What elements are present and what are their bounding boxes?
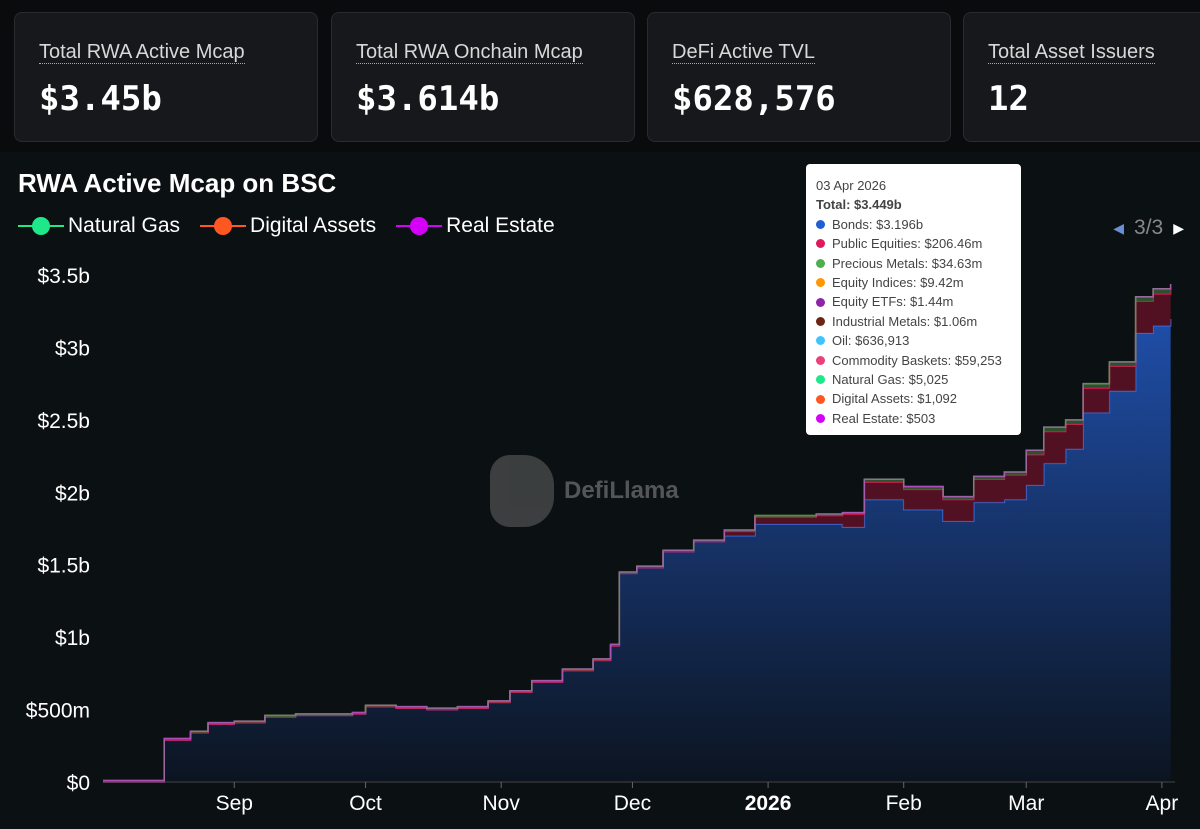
stat-card-onchain-mcap: Total RWA Onchain Mcap $3.614b	[331, 12, 635, 142]
x-tick-label: Feb	[886, 792, 922, 815]
tooltip-item: Precious Metals: $34.63m	[816, 254, 1011, 273]
y-tick-label: $2.5b	[37, 410, 90, 433]
stat-value: 12	[988, 79, 1029, 119]
tooltip-item: Digital Assets: $1,092	[816, 389, 1011, 408]
tooltip-item-text: Digital Assets: $1,092	[832, 391, 958, 407]
legend-item-real-estate[interactable]: Real Estate	[396, 214, 555, 238]
x-tick-label: Apr	[1146, 792, 1179, 815]
legend-label: Real Estate	[446, 214, 555, 237]
x-tick-label: Nov	[482, 792, 520, 815]
tooltip-item: Bonds: $3.196b	[816, 215, 1011, 234]
x-tick-label: Dec	[614, 792, 651, 815]
tooltip-item-text: Bonds: $3.196b	[832, 216, 924, 232]
tooltip-item: Equity ETFs: $1.44m	[816, 292, 1011, 311]
tooltip-item: Public Equities: $206.46m	[816, 234, 1011, 253]
tooltip-item-text: Equity Indices: $9.42m	[832, 275, 964, 291]
tooltip-item-text: Natural Gas: $5,025	[832, 372, 949, 388]
tooltip-item-text: Commodity Baskets: $59,253	[832, 352, 1002, 368]
stat-card-asset-issuers: Total Asset Issuers 12	[963, 12, 1200, 142]
llama-logo-icon	[490, 455, 554, 527]
series-dot-icon	[816, 355, 825, 365]
tooltip-item-text: Oil: $636,913	[832, 333, 910, 349]
series-dot-icon	[816, 394, 825, 404]
tooltip-item-text: Public Equities: $206.46m	[832, 236, 983, 252]
page-indicator: 3/3	[1134, 216, 1164, 239]
stat-card-active-mcap: Total RWA Active Mcap $3.45b	[14, 12, 318, 142]
tooltip-item: Equity Indices: $9.42m	[816, 273, 1011, 292]
y-tick-label: $1.5b	[37, 555, 90, 578]
series-dot-icon	[816, 258, 825, 268]
legend-item-natural-gas[interactable]: Natural Gas	[18, 214, 180, 238]
legend-label: Natural Gas	[68, 214, 181, 237]
tooltip-item: Industrial Metals: $1.06m	[816, 312, 1011, 331]
tooltip-date: 03 Apr 2026	[816, 178, 887, 193]
y-tick-label: $3.5b	[37, 265, 90, 288]
y-tick-label: $500m	[26, 700, 90, 723]
next-page-icon[interactable]: ▶	[1173, 219, 1184, 236]
watermark-text: DefiLlama	[564, 477, 679, 504]
series-dot-icon	[816, 297, 825, 307]
tooltip-item: Commodity Baskets: $59,253	[816, 351, 1011, 370]
tooltip-item-text: Precious Metals: $34.63m	[832, 255, 983, 271]
y-tick-label: $0	[67, 772, 90, 795]
stat-label[interactable]: DeFi Active TVL	[672, 41, 816, 64]
x-tick-label: 2026	[745, 792, 792, 815]
series-dot-icon	[816, 336, 825, 346]
legend-pager: ◀ 3/3 ▶	[1113, 216, 1184, 240]
defillama-watermark: DefiLlama	[490, 455, 679, 527]
stat-value: $628,576	[672, 79, 836, 119]
area-bonds	[103, 319, 1171, 782]
chart-title: RWA Active Mcap on BSC	[18, 168, 337, 198]
line-real-estate	[103, 284, 1172, 782]
stat-label[interactable]: Total RWA Active Mcap	[39, 41, 245, 64]
series-dot-icon	[816, 278, 825, 288]
stat-value: $3.45b	[39, 79, 162, 119]
x-tick-label: Mar	[1008, 792, 1044, 815]
series-dot-icon	[816, 414, 825, 424]
legend-label: Digital Assets	[250, 214, 377, 237]
legend-item-digital-assets[interactable]: Digital Assets	[200, 214, 376, 238]
tooltip-item-text: Real Estate: $503	[832, 410, 936, 426]
x-tick-label: Sep	[216, 792, 253, 815]
chart-tooltip: 03 Apr 2026 Total: $3.449b Bonds: $3.196…	[806, 164, 1021, 435]
y-tick-label: $3b	[55, 337, 90, 360]
x-tick-label: Oct	[349, 792, 382, 815]
tooltip-item-text: Industrial Metals: $1.06m	[832, 313, 978, 329]
stat-label[interactable]: Total Asset Issuers	[988, 41, 1155, 64]
legend-marker	[200, 216, 247, 236]
y-tick-label: $2b	[55, 482, 90, 505]
stat-value: $3.614b	[356, 79, 500, 119]
series-dot-icon	[816, 220, 825, 230]
tooltip-item: Oil: $636,913	[816, 331, 1011, 350]
series-dot-icon	[816, 375, 825, 385]
tooltip-total: Total: $3.449b	[816, 197, 902, 213]
tooltip-item-text: Equity ETFs: $1.44m	[832, 294, 954, 310]
y-tick-label: $1b	[55, 627, 90, 650]
legend-marker	[18, 216, 64, 236]
series-dot-icon	[816, 239, 825, 249]
tooltip-item: Natural Gas: $5,025	[816, 370, 1011, 389]
series-dot-icon	[816, 317, 825, 327]
stat-label[interactable]: Total RWA Onchain Mcap	[356, 41, 583, 64]
chart-legend: Natural Gas Digital Assets Real Estate	[18, 214, 555, 238]
legend-marker	[396, 216, 443, 236]
prev-page-icon[interactable]: ◀	[1113, 219, 1125, 236]
stat-card-defi-tvl: DeFi Active TVL $628,576	[647, 12, 951, 142]
tooltip-item: Real Estate: $503	[816, 409, 1011, 428]
